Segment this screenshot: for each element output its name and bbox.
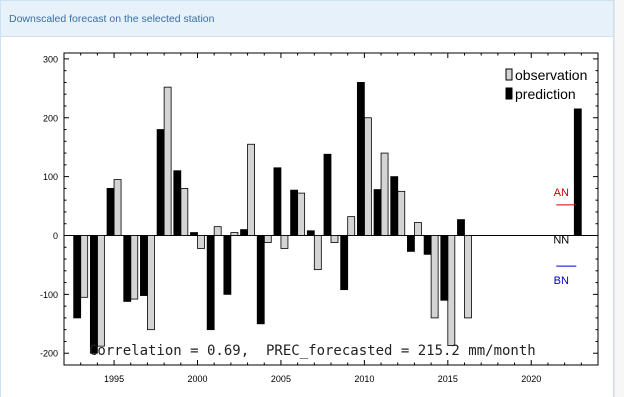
bar-observation (263, 235, 272, 243)
bar-prediction (356, 82, 365, 236)
x-tick-label: 2020 (521, 374, 541, 384)
legend-swatch-observation (505, 68, 513, 81)
bar-observation (180, 187, 189, 236)
bar-prediction (123, 235, 132, 302)
bar-prediction (240, 229, 248, 236)
bar-observation (213, 226, 222, 236)
bar-observation (163, 86, 172, 236)
y-tick-label: 0 (53, 231, 58, 241)
y-tick-label: 200 (43, 113, 58, 123)
legend-label-observation: observation (515, 67, 587, 83)
bar-observation (464, 235, 472, 319)
scrollbar[interactable] (614, 0, 624, 397)
legend-swatch-prediction (505, 87, 513, 100)
x-tick-label: 2010 (354, 374, 374, 384)
bar-observation (297, 192, 306, 236)
bar-observation (230, 232, 239, 236)
bar-observation (113, 179, 122, 236)
x-tick-label: 2005 (271, 374, 291, 384)
bar-prediction (140, 235, 148, 296)
y-tick-label: 300 (43, 54, 58, 64)
legend: observation prediction (505, 67, 587, 102)
bar-observation (80, 235, 89, 298)
threshold-label-nn: NN (553, 234, 569, 246)
legend-label-prediction: prediction (515, 86, 576, 102)
bar-prediction (423, 235, 432, 255)
bar-observation (313, 235, 322, 271)
threshold-label-an: AN (554, 187, 569, 199)
bar-prediction (390, 176, 399, 236)
bar-observation (130, 235, 139, 300)
bar-prediction (573, 108, 582, 236)
x-axis: 1995 2000 2005 2010 2015 2020 (63, 53, 599, 384)
threshold-label-bn: BN (554, 275, 569, 287)
bar-observation (447, 235, 456, 346)
bar-prediction (273, 167, 282, 236)
bar-prediction (106, 187, 115, 236)
x-tick-label: 2015 (438, 374, 458, 384)
panel-title: Downscaled forecast on the selected stat… (1, 1, 613, 37)
bar-prediction (373, 189, 382, 236)
bar-prediction (290, 189, 299, 236)
bar-observation (330, 235, 339, 243)
bar-observation (363, 117, 372, 236)
bars (73, 82, 582, 354)
bar-prediction (89, 235, 98, 354)
bar-prediction (323, 153, 332, 236)
bar-prediction (340, 235, 349, 291)
x-tick-label: 1995 (104, 374, 124, 384)
bar-observation (347, 216, 356, 236)
y-tick-label: -100 (40, 290, 58, 300)
y-tick-label: 100 (43, 172, 58, 182)
bar-observation (197, 235, 205, 249)
bar-observation (280, 235, 289, 249)
bar-observation (147, 235, 155, 331)
y-axis: -200 -100 0 100 200 300 (40, 54, 598, 359)
correlation-annotation: Correlation = 0.69, PREC_forecasted = 21… (89, 343, 536, 359)
y-tick-label: -200 (40, 349, 58, 359)
bar-prediction (173, 170, 182, 236)
bar-prediction (190, 232, 198, 236)
bar-prediction (206, 235, 215, 331)
bar-observation (430, 235, 439, 319)
bar-observation (380, 152, 389, 236)
bar-prediction (223, 235, 232, 295)
threshold-markers: AN NN BN (553, 187, 577, 287)
bar-observation (96, 235, 105, 347)
bar-observation (247, 143, 255, 236)
bar-prediction (440, 235, 449, 301)
x-tick-label: 2000 (187, 374, 207, 384)
bar-prediction (457, 219, 465, 236)
bar-observation (414, 222, 422, 236)
bar-prediction (306, 230, 315, 236)
bar-prediction (407, 235, 415, 252)
bar-observation (397, 190, 406, 236)
bar-prediction (256, 235, 265, 325)
bar-prediction (73, 235, 82, 319)
bar-prediction (156, 129, 165, 236)
